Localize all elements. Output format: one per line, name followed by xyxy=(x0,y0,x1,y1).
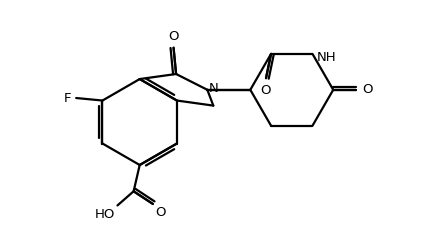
Text: O: O xyxy=(155,206,166,219)
Text: NH: NH xyxy=(317,51,336,65)
Text: O: O xyxy=(261,84,271,97)
Text: O: O xyxy=(362,83,373,96)
Text: O: O xyxy=(168,30,179,43)
Text: N: N xyxy=(209,82,219,95)
Text: F: F xyxy=(63,92,71,104)
Text: HO: HO xyxy=(95,208,115,222)
